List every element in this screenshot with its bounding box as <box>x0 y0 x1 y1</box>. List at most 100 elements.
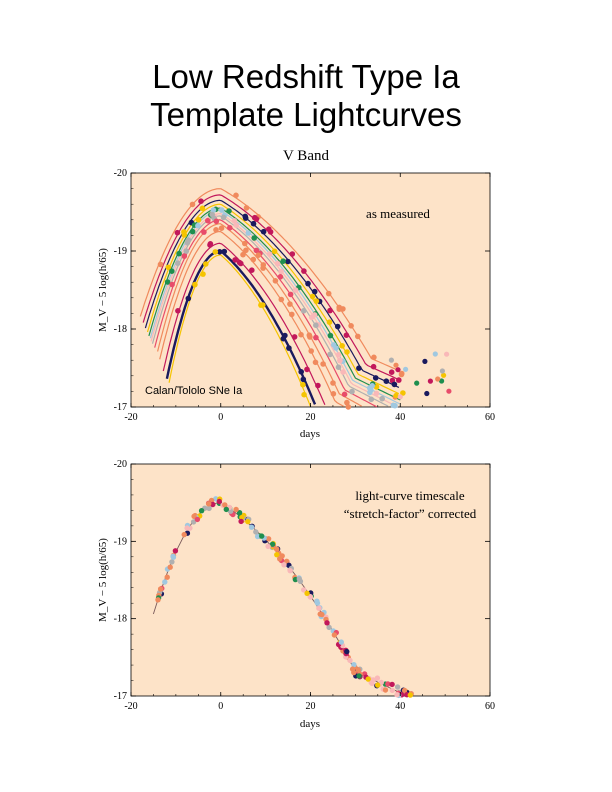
data-point <box>269 541 276 547</box>
y-tick-label: -18 <box>114 324 127 335</box>
data-point <box>370 677 376 683</box>
data-point <box>313 298 320 304</box>
axis-ticks-bottom: -20 0 20 40 60 -20 -19 -18 -17 <box>114 459 495 712</box>
data-point <box>245 230 252 236</box>
data-point <box>379 395 386 402</box>
data-point <box>368 387 374 393</box>
data-point <box>238 518 244 525</box>
data-point <box>311 288 318 295</box>
data-point <box>400 390 406 396</box>
data-point <box>339 343 346 349</box>
data-point <box>164 279 171 285</box>
data-point <box>327 307 333 314</box>
data-point <box>316 605 322 611</box>
x-tick-label: -20 <box>124 412 137 423</box>
data-point <box>250 220 257 227</box>
data-point <box>265 536 272 542</box>
data-point <box>210 501 216 508</box>
lightcurve-line <box>144 199 400 388</box>
data-point <box>260 262 267 268</box>
data-point <box>181 253 188 259</box>
data-point <box>344 399 350 406</box>
data-point <box>280 258 287 265</box>
data-points-top <box>157 192 452 410</box>
data-point <box>372 375 379 381</box>
data-point <box>274 546 280 552</box>
data-point <box>200 271 206 277</box>
data-point <box>190 519 197 525</box>
data-point <box>349 388 355 395</box>
data-point <box>278 296 285 303</box>
data-point <box>274 260 281 267</box>
data-point <box>375 682 381 688</box>
data-point <box>343 332 350 339</box>
y-tick-label: -19 <box>114 246 127 257</box>
y-tick-label: -17 <box>114 402 127 413</box>
data-point <box>251 235 257 241</box>
data-point <box>439 368 445 374</box>
data-point <box>189 201 196 208</box>
data-point <box>397 394 403 400</box>
data-point <box>298 369 305 375</box>
data-point <box>300 381 306 388</box>
data-point <box>326 624 332 631</box>
data-point <box>289 251 296 257</box>
data-point <box>308 348 315 354</box>
data-point <box>403 366 409 372</box>
data-point <box>281 562 287 568</box>
data-point <box>282 332 288 339</box>
x-tick-label: -20 <box>124 701 137 712</box>
data-point <box>226 208 232 214</box>
data-point <box>312 359 319 366</box>
data-point <box>194 516 201 523</box>
data-point <box>164 574 170 580</box>
data-point <box>355 333 361 340</box>
data-point <box>356 673 362 679</box>
data-point <box>231 218 238 224</box>
data-point <box>331 632 338 638</box>
data-point <box>383 378 390 385</box>
data-point <box>391 381 398 388</box>
data-point <box>162 579 168 585</box>
data-point <box>266 251 273 257</box>
data-point <box>304 590 310 596</box>
data-point <box>439 378 445 384</box>
data-point <box>222 502 228 508</box>
data-point <box>335 364 342 371</box>
data-point <box>313 334 319 341</box>
data-point <box>337 357 343 364</box>
x-tick-label: 40 <box>395 701 405 712</box>
data-point <box>351 662 357 668</box>
data-point <box>213 227 219 233</box>
data-point <box>213 218 220 225</box>
data-point <box>272 278 279 284</box>
data-point <box>240 251 246 258</box>
data-point <box>335 352 342 358</box>
data-point <box>296 576 302 582</box>
data-point <box>221 248 228 255</box>
data-points-bottom <box>155 496 414 699</box>
data-point <box>233 222 239 228</box>
lightcurve-line <box>150 212 399 408</box>
data-point <box>198 198 204 204</box>
y-axis-label-top: M_V − 5 log(h/65) <box>97 248 109 332</box>
title-line-2: Template Lightcurves <box>150 96 462 133</box>
data-point <box>398 370 405 377</box>
data-point <box>300 376 307 383</box>
title-line-1: Low Redshift Type Ia <box>152 58 460 95</box>
axis-ticks-top: -20 0 20 40 60 -20 -19 -18 -17 <box>114 168 495 423</box>
data-point <box>210 207 217 213</box>
data-point <box>266 226 272 232</box>
data-point <box>368 396 375 403</box>
data-point <box>307 334 313 340</box>
data-point <box>212 249 219 255</box>
lightcurve-line <box>139 188 399 371</box>
data-point <box>242 240 248 247</box>
data-point <box>287 568 293 574</box>
x-axis-label-top: days <box>300 428 320 440</box>
x-axis-label-bottom: days <box>300 718 320 730</box>
plot-area-bottom <box>130 463 491 697</box>
data-point <box>382 687 389 693</box>
data-point <box>192 281 198 288</box>
data-point <box>175 308 181 314</box>
